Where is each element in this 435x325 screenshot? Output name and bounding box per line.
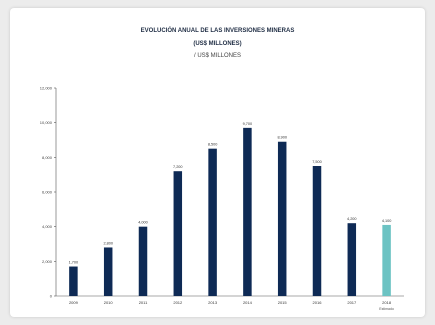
- x-tick-label: 2013: [208, 300, 218, 305]
- x-tick-label: 2011: [139, 300, 148, 305]
- chart-subtitle: (US$ MILLONES): [193, 41, 242, 47]
- chart-unit-note: / US$ MILLONES: [193, 53, 241, 59]
- x-tick-label: 2015: [278, 300, 288, 305]
- bar-value-label: 9,700: [243, 122, 253, 126]
- y-tick-label: 4,000: [42, 224, 53, 229]
- chart-title: EVOLUCIÓN ANUAL DE LAS INVERSIONES MINER…: [140, 28, 295, 34]
- bar-2018: [382, 224, 391, 296]
- bar-value-label: 4,200: [347, 217, 357, 221]
- bar-value-label: 8,900: [277, 136, 287, 140]
- bar-2017: [347, 223, 357, 296]
- x-tick-label: 2012: [173, 300, 183, 305]
- y-tick-label: 0: [50, 294, 53, 299]
- x-tick-label: 2010: [104, 300, 114, 305]
- x-tick-label: 2017: [347, 300, 357, 305]
- y-tick-label: 12,000: [40, 86, 53, 91]
- bar-value-label: 4,100: [382, 219, 392, 223]
- bar-value-label: 8,500: [208, 143, 218, 147]
- x-tick-label: 2009: [69, 300, 79, 305]
- bar-2014: [243, 127, 252, 296]
- x-tick-label: 2016: [313, 300, 323, 305]
- bar-value-label: 1,700: [69, 261, 79, 265]
- bar-value-label: 7,500: [312, 160, 322, 164]
- x-tick-label: 2018: [382, 300, 392, 305]
- x-tick-label: 2014: [243, 300, 253, 305]
- y-tick-label: 6,000: [42, 190, 53, 195]
- estimate-note: Estimado: [379, 307, 394, 311]
- bar-2009: [69, 266, 78, 296]
- bar-value-label: 2,800: [103, 241, 113, 245]
- bar-2013: [208, 148, 217, 296]
- bar-2015: [277, 141, 287, 296]
- bar-value-label: 4,000: [138, 221, 148, 225]
- bar-2012: [173, 171, 183, 296]
- bar-value-label: 7,200: [173, 165, 183, 169]
- bar-2010: [103, 247, 113, 296]
- y-tick-label: 2,000: [42, 259, 53, 264]
- y-tick-label: 10,000: [40, 120, 53, 125]
- y-tick-label: 8,000: [42, 155, 53, 160]
- bar-2016: [312, 166, 322, 296]
- bar-2011: [138, 226, 148, 296]
